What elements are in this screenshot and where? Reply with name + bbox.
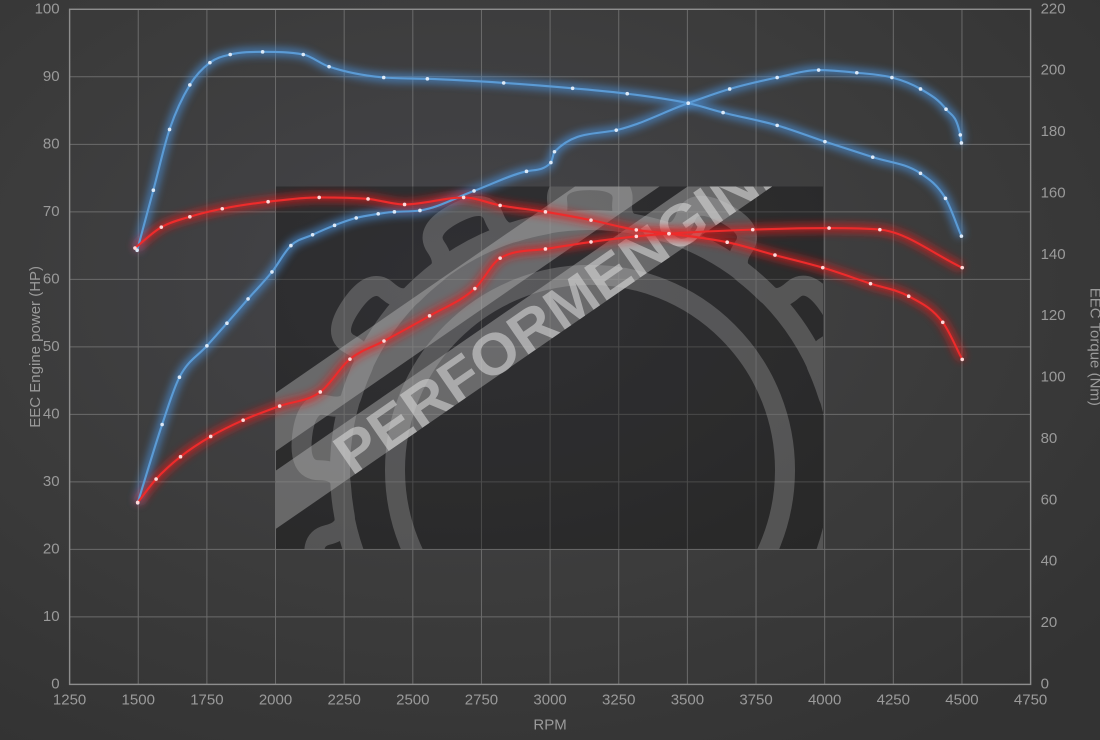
svg-text:100: 100 xyxy=(1041,369,1066,386)
svg-text:2250: 2250 xyxy=(327,691,360,708)
svg-text:60: 60 xyxy=(1041,491,1058,508)
svg-text:1750: 1750 xyxy=(190,691,223,708)
svg-text:40: 40 xyxy=(43,405,60,422)
svg-text:3250: 3250 xyxy=(602,691,635,708)
svg-text:3500: 3500 xyxy=(671,691,704,708)
svg-text:3000: 3000 xyxy=(533,691,566,708)
svg-text:140: 140 xyxy=(1041,246,1066,263)
svg-text:120: 120 xyxy=(1041,307,1066,324)
svg-text:4750: 4750 xyxy=(1014,691,1047,708)
svg-text:0: 0 xyxy=(1041,675,1049,692)
svg-text:30: 30 xyxy=(43,473,60,490)
svg-text:80: 80 xyxy=(1041,430,1058,447)
svg-text:70: 70 xyxy=(43,203,60,220)
svg-text:40: 40 xyxy=(1041,553,1058,570)
svg-text:EEC Engine power (HP): EEC Engine power (HP) xyxy=(27,266,44,428)
svg-text:EEC Torque (Nm): EEC Torque (Nm) xyxy=(1087,288,1100,406)
svg-text:4500: 4500 xyxy=(945,691,978,708)
svg-text:1250: 1250 xyxy=(53,691,86,708)
svg-text:1500: 1500 xyxy=(122,691,155,708)
svg-text:10: 10 xyxy=(43,608,60,625)
svg-text:220: 220 xyxy=(1041,0,1066,17)
svg-text:4000: 4000 xyxy=(808,691,841,708)
svg-text:20: 20 xyxy=(1041,614,1058,631)
svg-text:90: 90 xyxy=(43,68,60,85)
svg-text:2500: 2500 xyxy=(396,691,429,708)
svg-text:4250: 4250 xyxy=(877,691,910,708)
svg-text:2750: 2750 xyxy=(465,691,498,708)
svg-text:200: 200 xyxy=(1041,62,1066,79)
svg-text:0: 0 xyxy=(51,675,59,692)
svg-text:160: 160 xyxy=(1041,184,1066,201)
svg-text:20: 20 xyxy=(43,540,60,557)
svg-text:2000: 2000 xyxy=(259,691,292,708)
svg-text:80: 80 xyxy=(43,135,60,152)
svg-text:60: 60 xyxy=(43,270,60,287)
svg-text:3750: 3750 xyxy=(739,691,772,708)
svg-text:50: 50 xyxy=(43,338,60,355)
svg-text:RPM: RPM xyxy=(533,716,566,733)
svg-text:100: 100 xyxy=(35,0,60,17)
svg-text:180: 180 xyxy=(1041,123,1066,140)
